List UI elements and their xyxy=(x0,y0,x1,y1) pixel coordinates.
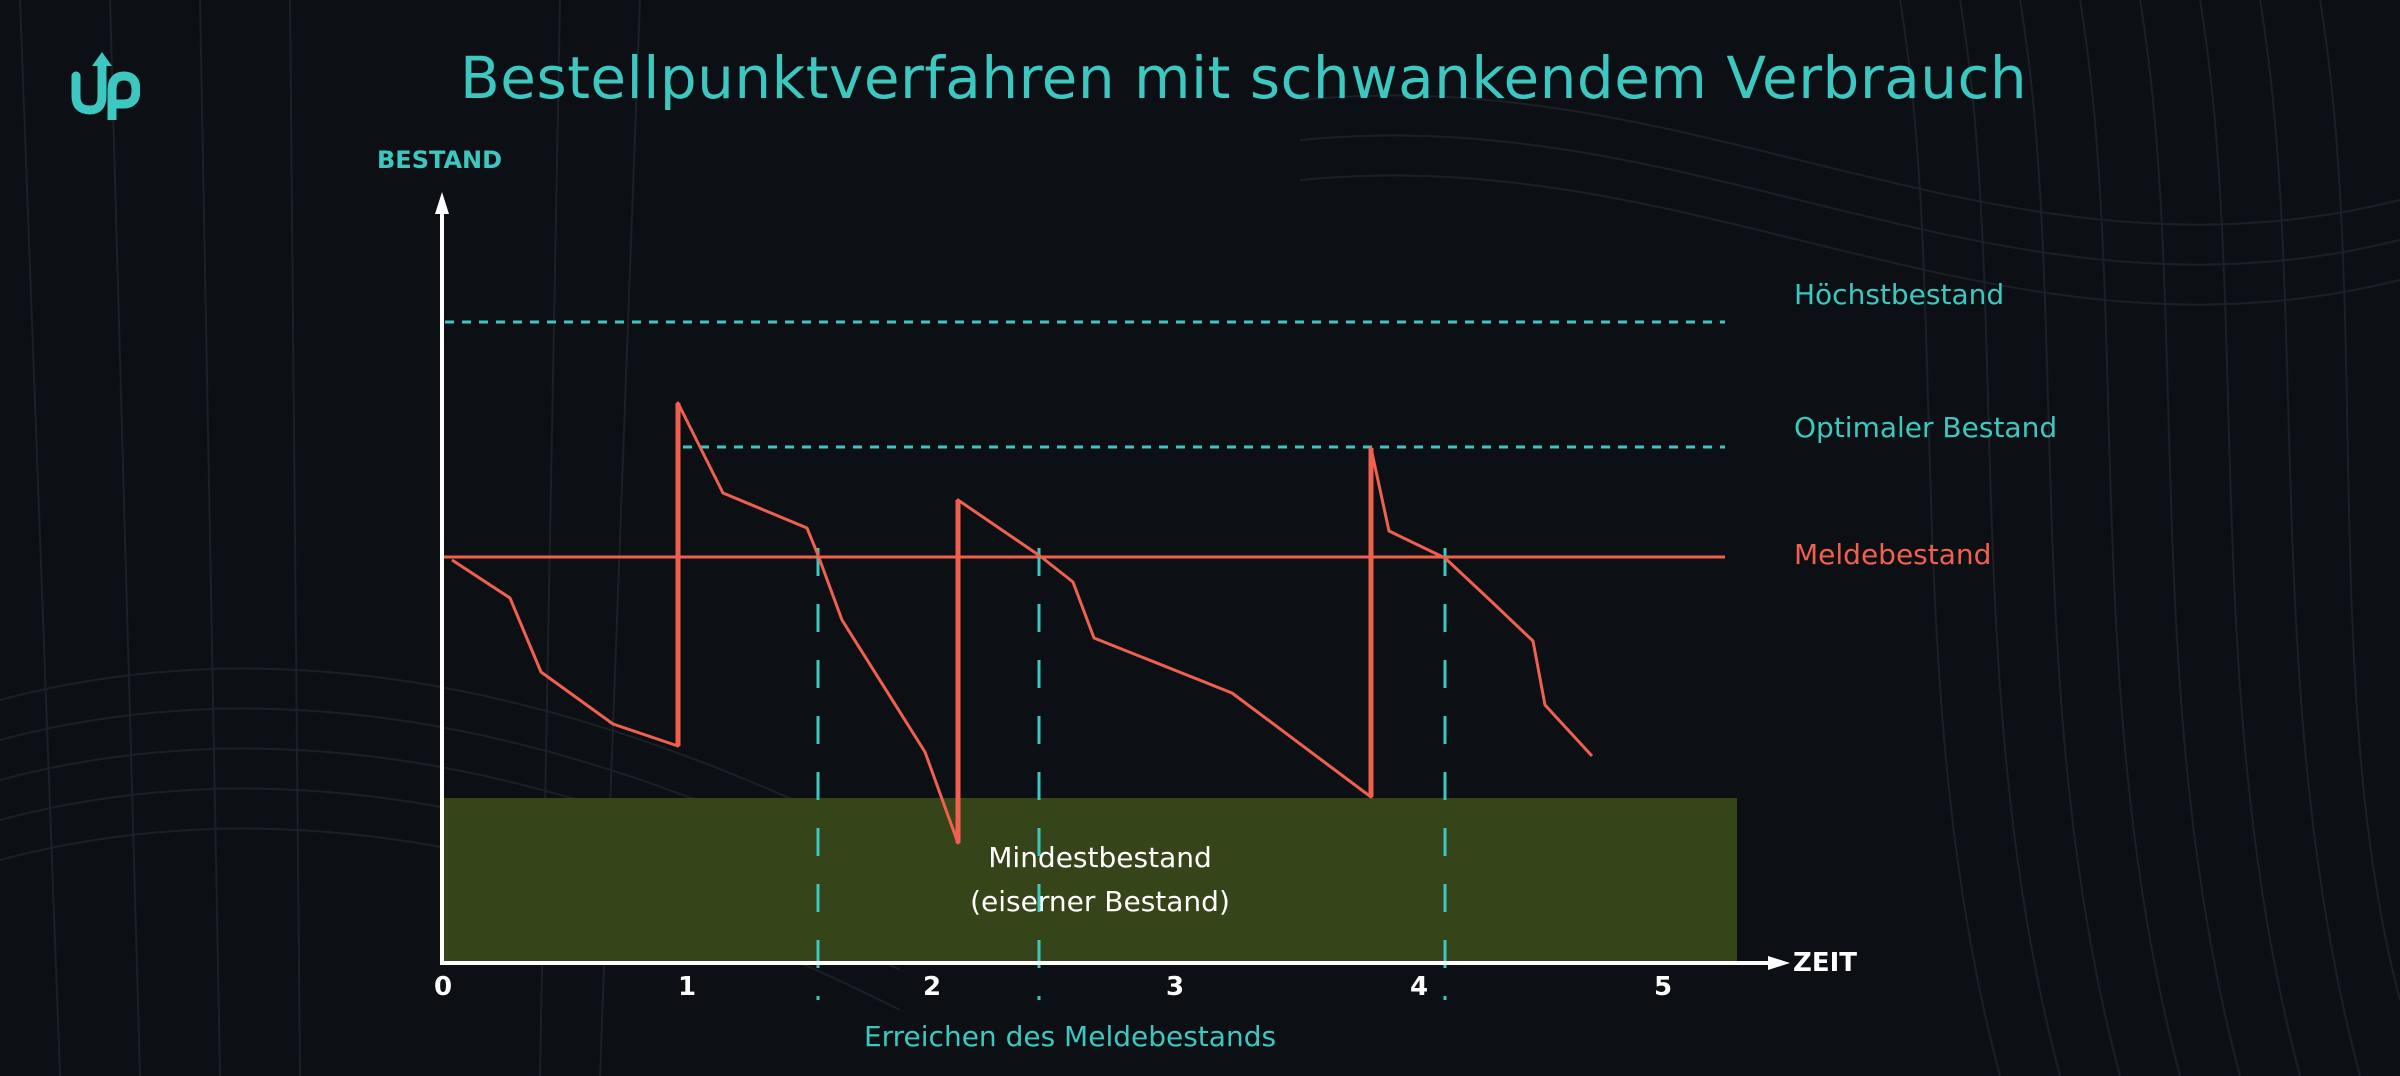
reorder-reached-markers xyxy=(816,548,1447,1000)
x-tick-5: 5 xyxy=(1653,972,1673,1002)
x-tick-1: 1 xyxy=(677,972,697,1002)
x-axis-label: ZEIT xyxy=(1793,948,1858,978)
y-axis-label: BESTAND xyxy=(377,146,503,174)
x-axis-arrow-icon xyxy=(1768,956,1790,970)
safety-stock-label-line2: (eiserner Bestand) xyxy=(970,885,1230,918)
inventory-line xyxy=(451,401,1594,845)
safety-stock-label: Mindestbestand (eiserner Bestand) xyxy=(900,836,1300,924)
page-title: Bestellpunktverfahren mit schwankendem V… xyxy=(460,44,2028,112)
x-tick-4: 4 xyxy=(1409,972,1429,1002)
safety-stock-area xyxy=(443,798,1737,963)
legend-max-stock: Höchstbestand xyxy=(1794,278,2005,311)
y-axis-arrow-icon xyxy=(435,192,449,214)
legend-optimal-stock: Optimaler Bestand xyxy=(1794,411,2058,444)
reorder-reached-caption: Erreichen des Meldebestands xyxy=(863,1020,1277,1053)
safety-stock-label-line1: Mindestbestand xyxy=(988,841,1212,874)
x-tick-3: 3 xyxy=(1165,972,1185,1002)
x-tick-0: 0 xyxy=(433,972,453,1002)
legend-reorder-point: Meldebestand xyxy=(1794,538,1992,571)
x-tick-2: 2 xyxy=(922,972,942,1002)
up-logo xyxy=(71,52,140,120)
